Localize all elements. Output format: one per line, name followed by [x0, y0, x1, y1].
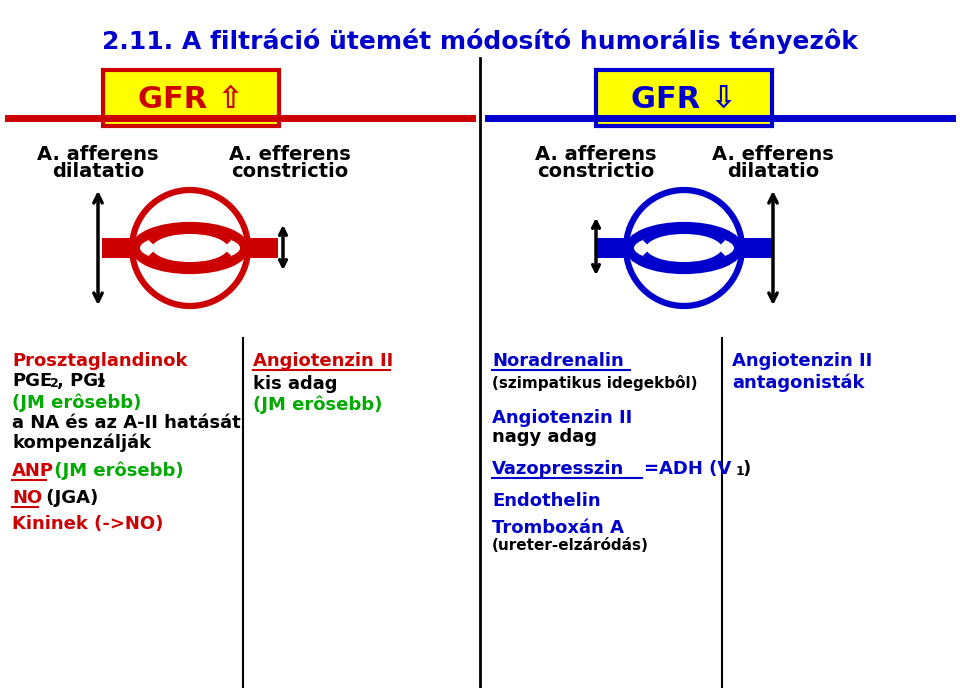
- FancyBboxPatch shape: [596, 70, 772, 126]
- Text: a NA és az A-II hatását: a NA és az A-II hatását: [12, 414, 241, 432]
- Text: 1: 1: [736, 465, 745, 478]
- Ellipse shape: [634, 234, 734, 262]
- Text: 2.11. A filtráció ütemét módosító humorális tényezôk: 2.11. A filtráció ütemét módosító humorá…: [102, 28, 858, 54]
- Text: Vazopresszin: Vazopresszin: [492, 460, 624, 478]
- Ellipse shape: [140, 234, 240, 262]
- Text: 2: 2: [50, 377, 59, 390]
- Text: A. afferens: A. afferens: [37, 145, 158, 164]
- Circle shape: [132, 190, 248, 306]
- Text: Tromboxán A: Tromboxán A: [492, 519, 624, 537]
- Text: dilatatio: dilatatio: [727, 162, 819, 181]
- Text: constrictio: constrictio: [538, 162, 655, 181]
- Text: A. efferens: A. efferens: [229, 145, 350, 164]
- Text: (JM erôsebb): (JM erôsebb): [253, 395, 382, 413]
- Text: constrictio: constrictio: [231, 162, 348, 181]
- Text: , PGI: , PGI: [57, 372, 105, 390]
- Text: ANP: ANP: [12, 462, 54, 480]
- Text: nagy adag: nagy adag: [492, 428, 597, 446]
- Text: (JM erôsebb): (JM erôsebb): [12, 394, 141, 413]
- Text: GFR ⇧: GFR ⇧: [138, 85, 244, 114]
- Text: (szimpatikus idegekbôl): (szimpatikus idegekbôl): [492, 375, 698, 391]
- Text: A. efferens: A. efferens: [712, 145, 834, 164]
- Text: NO: NO: [12, 489, 42, 507]
- Text: =ADH (V: =ADH (V: [644, 460, 732, 478]
- Text: Endothelin: Endothelin: [492, 492, 601, 510]
- Text: Angiotenzin II: Angiotenzin II: [732, 352, 873, 370]
- Text: kompenzálják: kompenzálják: [12, 433, 151, 451]
- FancyBboxPatch shape: [103, 70, 279, 126]
- Circle shape: [626, 190, 742, 306]
- Text: GFR ⇩: GFR ⇩: [632, 85, 736, 114]
- Text: dilatatio: dilatatio: [52, 162, 144, 181]
- Text: 2: 2: [97, 377, 106, 390]
- Text: antagonisták: antagonisták: [732, 373, 865, 391]
- FancyBboxPatch shape: [102, 238, 278, 258]
- Text: Noradrenalin: Noradrenalin: [492, 352, 624, 370]
- Text: kis adag: kis adag: [253, 375, 338, 393]
- Text: A. afferens: A. afferens: [536, 145, 657, 164]
- Text: (JM erôsebb): (JM erôsebb): [48, 462, 183, 480]
- Text: (JGA): (JGA): [40, 489, 98, 507]
- Text: Angiotenzin II: Angiotenzin II: [492, 409, 633, 427]
- Text: Prosztaglandinok: Prosztaglandinok: [12, 352, 187, 370]
- Text: (ureter-elzáródás): (ureter-elzáródás): [492, 538, 649, 553]
- FancyBboxPatch shape: [596, 238, 772, 258]
- Ellipse shape: [134, 225, 246, 271]
- Text: PGE: PGE: [12, 372, 52, 390]
- Text: Angiotenzin II: Angiotenzin II: [253, 352, 394, 370]
- Text: ): ): [743, 460, 752, 478]
- Ellipse shape: [628, 225, 740, 271]
- Text: Kininek (->NO): Kininek (->NO): [12, 515, 163, 533]
